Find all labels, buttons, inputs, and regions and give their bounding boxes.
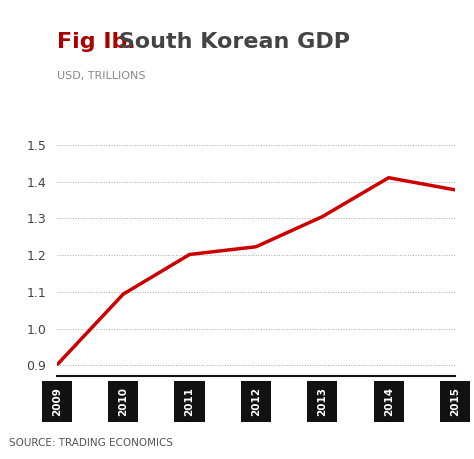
FancyBboxPatch shape: [307, 381, 337, 422]
FancyBboxPatch shape: [42, 381, 72, 422]
Text: 2011: 2011: [184, 387, 195, 416]
Text: USD, TRILLIONS: USD, TRILLIONS: [57, 71, 146, 81]
Text: 2009: 2009: [52, 387, 62, 416]
Text: Fig Ib.: Fig Ib.: [57, 32, 136, 52]
Text: 2015: 2015: [450, 387, 460, 416]
Text: 2013: 2013: [317, 387, 328, 416]
Text: 2012: 2012: [251, 387, 261, 416]
FancyBboxPatch shape: [241, 381, 271, 422]
FancyBboxPatch shape: [174, 381, 205, 422]
FancyBboxPatch shape: [374, 381, 404, 422]
Text: SOURCE: TRADING ECONOMICS: SOURCE: TRADING ECONOMICS: [9, 437, 173, 448]
Text: 2010: 2010: [118, 387, 128, 416]
Text: South Korean GDP: South Korean GDP: [111, 32, 350, 52]
FancyBboxPatch shape: [440, 381, 470, 422]
FancyBboxPatch shape: [108, 381, 138, 422]
Text: 2014: 2014: [383, 387, 394, 416]
